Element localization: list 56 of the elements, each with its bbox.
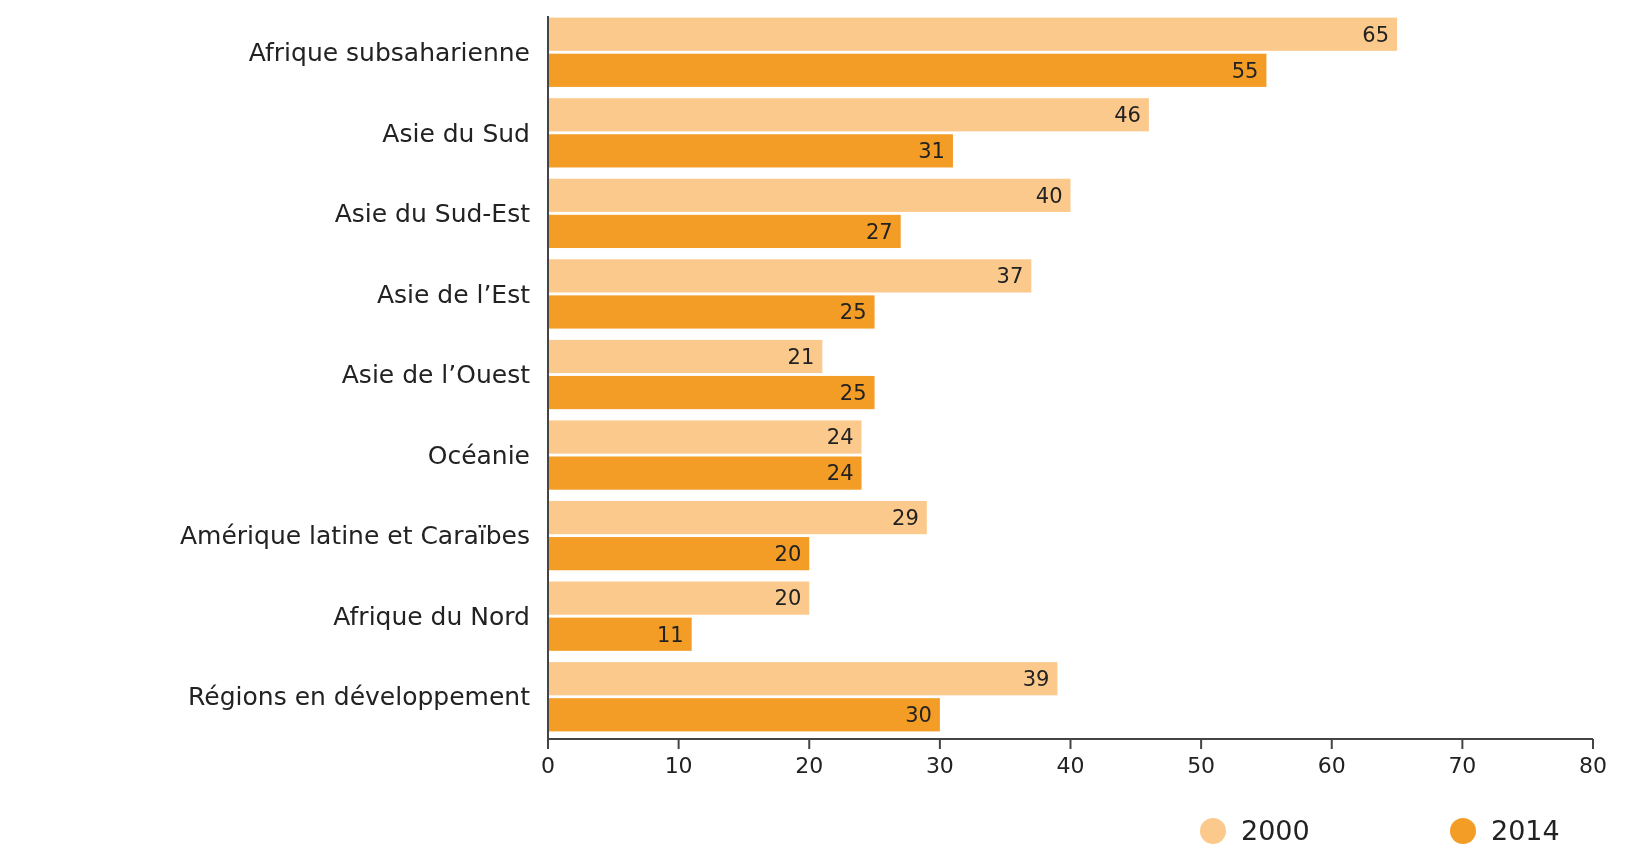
x-tick-label: 60	[1317, 753, 1346, 778]
x-tick-label: 80	[1579, 753, 1607, 778]
bar	[548, 178, 1071, 212]
y-tick-label: Afrique du Nord	[333, 601, 530, 631]
x-tick-label: 20	[795, 753, 824, 778]
bar	[548, 134, 953, 168]
bar	[548, 17, 1398, 51]
data-label: 25	[839, 300, 867, 325]
bar	[548, 53, 1267, 87]
x-tick-label: 50	[1187, 753, 1216, 778]
legend-label: 2000	[1241, 815, 1310, 847]
y-tick-label: Asie de l’Ouest	[341, 360, 531, 390]
bar	[548, 214, 901, 249]
data-label: 30	[905, 703, 932, 728]
x-tick-label: 30	[925, 753, 954, 778]
data-label: 20	[774, 586, 802, 611]
x-tick-label: 0	[541, 753, 555, 778]
bar	[548, 537, 810, 571]
bar	[548, 339, 823, 374]
data-label: 21	[787, 344, 815, 369]
x-tick-label: 40	[1056, 753, 1085, 778]
y-tick-label: Asie du Sud-Est	[334, 199, 531, 229]
data-label: 46	[1114, 103, 1141, 128]
data-label: 31	[918, 139, 945, 164]
bar	[548, 662, 1058, 696]
data-label: 37	[996, 264, 1024, 289]
data-label: 39	[1022, 667, 1050, 692]
bar	[548, 98, 1149, 132]
data-label: 20	[774, 542, 802, 567]
data-label: 25	[839, 380, 867, 405]
data-label: 40	[1035, 183, 1063, 208]
x-tick-label: 10	[664, 753, 693, 778]
bar	[548, 420, 862, 454]
y-tick-label: Asie du Sud	[382, 118, 530, 148]
bar	[548, 295, 875, 329]
x-tick-label: 70	[1448, 753, 1477, 778]
data-label: 65	[1362, 22, 1390, 47]
y-tick-label: Amérique latine et Caraïbes	[179, 521, 530, 551]
y-tick-label: Asie de l’Est	[376, 279, 531, 309]
data-label: 27	[865, 219, 893, 244]
data-label: 55	[1231, 58, 1259, 83]
bar	[548, 456, 862, 490]
bar	[548, 375, 875, 410]
data-label: 29	[892, 505, 919, 530]
bar	[548, 500, 927, 535]
y-tick-label: Régions en développement	[188, 682, 531, 712]
legend-label: 2014	[1491, 815, 1560, 847]
data-label: 24	[826, 425, 854, 450]
bar	[548, 698, 940, 732]
y-tick-label: Océanie	[427, 440, 530, 470]
bar	[548, 259, 1032, 293]
y-tick-label: Afrique subsaharienne	[248, 38, 530, 67]
bar	[548, 617, 692, 651]
data-label: 11	[656, 622, 684, 647]
bar	[548, 581, 810, 615]
data-label: 24	[826, 461, 854, 486]
